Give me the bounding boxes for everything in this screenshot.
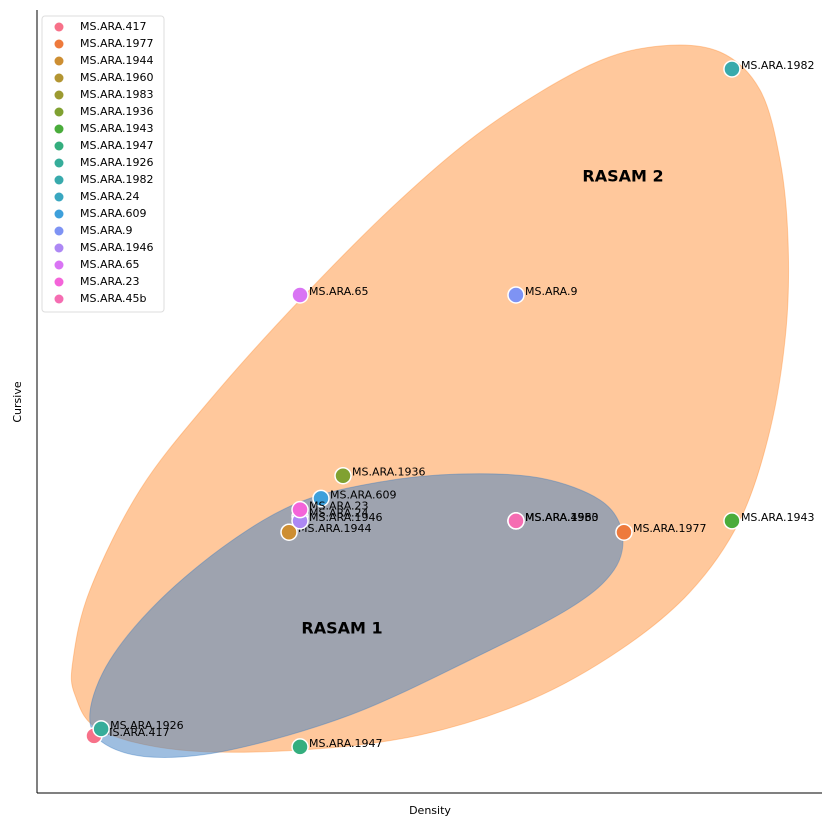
point-label: MS.ARA.65 [309, 285, 369, 298]
legend-marker [54, 175, 64, 185]
legend-label: MS.ARA.1943 [80, 122, 154, 135]
legend-label: MS.ARA.45b [80, 292, 147, 305]
legend-marker [54, 209, 64, 219]
legend-label: MS.ARA.1944 [80, 54, 154, 67]
annotation: RASAM 2 [582, 167, 663, 186]
legend-label: MS.ARA.24 [80, 190, 140, 203]
y-axis-label: Cursive [11, 381, 24, 422]
point [291, 738, 309, 756]
legend-label: MS.ARA.23 [80, 275, 140, 288]
legend-label: MS.ARA.417 [80, 20, 147, 33]
point [507, 286, 525, 304]
legend-marker [54, 56, 64, 66]
point-label: MS.ARA.23 [309, 500, 369, 513]
point [291, 500, 309, 519]
point-label: MS.ARA.45b [525, 511, 592, 524]
legend-label: MS.ARA.1936 [80, 105, 154, 118]
point-label: MS.ARA.1960 [525, 511, 599, 524]
x-axis-label: Density [409, 804, 451, 817]
legend-marker [54, 39, 64, 49]
legend-label: MS.ARA.65 [80, 258, 140, 271]
point [92, 720, 110, 738]
point [507, 512, 525, 530]
legend-label: MS.ARA.1983 [80, 88, 154, 101]
point [723, 512, 741, 530]
legend-marker [54, 158, 64, 168]
point [312, 489, 330, 508]
legend-label: MS.ARA.609 [80, 207, 147, 220]
legend-label: MS.ARA.1926 [80, 156, 154, 169]
point-label: MS.ARA.417 [103, 726, 170, 739]
point [334, 466, 352, 485]
point-label: MS.ARA.1936 [352, 466, 426, 479]
legend-marker [54, 226, 64, 236]
point-label: MS.ARA.24 [309, 506, 369, 519]
point [615, 523, 633, 541]
legend-label: MS.ARA.1982 [80, 173, 154, 186]
point-label: MS.ARA.1977 [633, 522, 707, 535]
point-label: MS.ARA.9 [525, 285, 578, 298]
legend-marker [54, 141, 64, 151]
point [291, 286, 309, 304]
point-label: MS.ARA.1926 [110, 719, 184, 732]
point-label: MS.ARA.1947 [309, 737, 383, 750]
legend [41, 15, 165, 313]
annotation: RASAM 1 [301, 619, 382, 638]
regions [70, 44, 790, 758]
legend-marker [54, 277, 64, 287]
legend-marker [54, 22, 64, 32]
legend-label: MS.ARA.1977 [80, 37, 154, 50]
point-label: MS.ARA.1943 [741, 511, 815, 524]
legend-label: MS.ARA.1947 [80, 139, 154, 152]
point [280, 523, 298, 541]
point-label: MS.ARA.609 [330, 488, 397, 501]
point [723, 60, 741, 78]
legend-marker [54, 260, 64, 270]
point-label: MS.ARA.1982 [741, 59, 815, 72]
legend-marker [54, 107, 64, 117]
legend-marker [54, 73, 64, 83]
legend-marker [54, 243, 64, 253]
legend-label: MS.ARA.1960 [80, 71, 154, 84]
legend-label: MS.ARA.9 [80, 224, 133, 237]
point-label: MS.ARA.1946 [309, 511, 383, 524]
legend-marker [54, 294, 64, 304]
point-label: MS.ARA.1944 [298, 522, 372, 535]
legend-label: MS.ARA.1946 [80, 241, 154, 254]
point-label: MS.ARA.1983 [525, 511, 599, 524]
legend-marker [54, 124, 64, 134]
rasam-1-region [89, 473, 624, 758]
legend-marker [54, 90, 64, 100]
legend-marker [54, 192, 64, 202]
